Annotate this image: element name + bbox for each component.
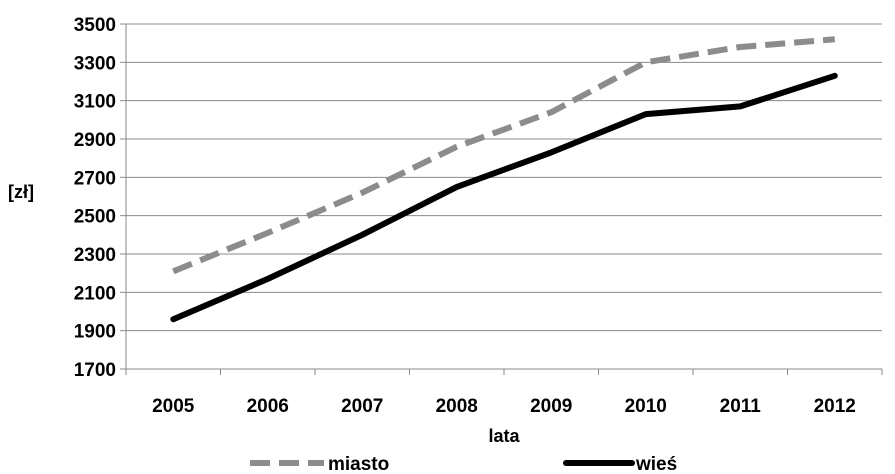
x-tick-label: 2008 <box>436 396 478 417</box>
x-tick-label: 2005 <box>152 396 195 417</box>
series-lines <box>170 36 838 323</box>
x-tick-labels: 2005 2006 2007 2008 2009 2010 2011 2012 <box>152 396 856 417</box>
series-line-miasto <box>172 36 836 275</box>
x-tick-label: 2006 <box>247 396 289 417</box>
y-tick-label: 1700 <box>74 360 116 381</box>
x-tick-label: 2011 <box>720 396 762 417</box>
axes <box>120 23 883 375</box>
series-line-wieś <box>170 72 838 323</box>
y-tick-label: 3300 <box>74 53 116 74</box>
legend: miasto wieś <box>250 454 677 474</box>
x-axis-title: lata <box>488 426 520 446</box>
x-tick-label: 2009 <box>530 396 572 417</box>
y-tick-label: 2900 <box>74 130 116 151</box>
legend-label-wieś: wieś <box>635 454 677 474</box>
y-tick-label: 2100 <box>74 283 116 304</box>
y-tick-labels: 1700 1900 2100 2300 2500 2700 2900 3100 3300 3500 <box>74 15 116 381</box>
x-tick-label: 2012 <box>814 396 856 417</box>
y-tick-label: 2300 <box>74 245 116 266</box>
y-tick-label: 3500 <box>74 15 116 36</box>
x-tick-label: 2007 <box>341 396 383 417</box>
y-tick-label: 3100 <box>74 92 116 113</box>
y-axis-title: [zł] <box>8 182 34 202</box>
y-tick-label: 2700 <box>74 168 116 189</box>
gridlines <box>126 23 882 332</box>
y-tick-label: 1900 <box>74 322 116 343</box>
y-tick-label: 2500 <box>74 207 116 228</box>
legend-label-miasto: miasto <box>328 454 389 474</box>
x-tick-label: 2010 <box>625 396 667 417</box>
